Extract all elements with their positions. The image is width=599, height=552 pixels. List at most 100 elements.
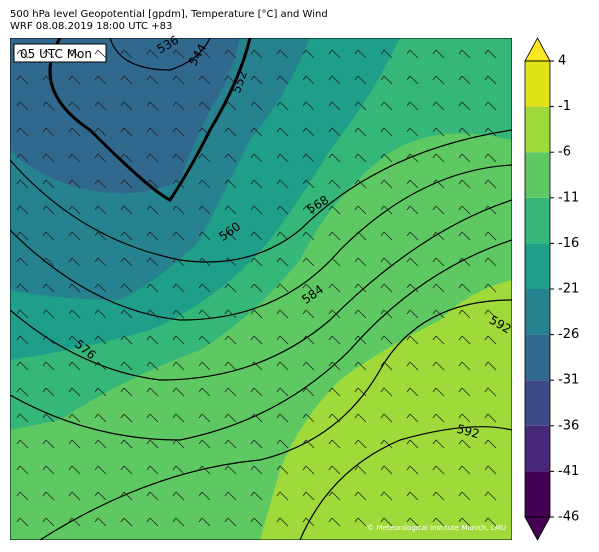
wind-barb [146,465,159,475]
map-field [10,38,512,540]
colorbar-band [525,197,550,244]
wind-barb [406,361,419,371]
wind-barb [250,205,263,215]
wind-barb [42,257,55,267]
wind-barb [16,101,29,111]
wind-barb [198,231,211,241]
wind-barb [250,153,263,163]
wind-barb [354,309,367,319]
wind-barb [250,283,263,293]
wind-barb [94,231,107,241]
wind-barb [380,439,393,449]
wind-barb [250,49,263,59]
wind-barb [354,127,367,137]
wind-barb [406,517,419,527]
wind-barb [68,439,81,449]
wind-barb [42,465,55,475]
wind-barb [146,49,159,59]
wind-barb [354,387,367,397]
wind-barb [94,283,107,293]
wind-barb [68,257,81,267]
wind-barb [146,205,159,215]
wind-barb [224,153,237,163]
wind-barb [120,309,133,319]
wind-barb [406,179,419,189]
wind-barb [94,335,107,345]
wind-barb [276,283,289,293]
wind-barb [250,361,263,371]
colorbar-band [525,425,550,472]
wind-barb [16,309,29,319]
wind-barb [250,413,263,423]
wind-barb [94,101,107,111]
wind-barb [224,309,237,319]
wind-barb [42,309,55,319]
wind-barb [146,361,159,371]
wind-barb [68,517,81,527]
wind-barb [432,361,445,371]
wind-barb [16,231,29,241]
wind-barb [224,231,237,241]
wind-barb [380,257,393,267]
wind-barb [406,231,419,241]
wind-barb [484,491,497,501]
wind-barb [146,179,159,189]
wind-barb [42,49,55,59]
wind-barb [120,335,133,345]
wind-barb [328,49,341,59]
wind-barb [16,465,29,475]
wind-barb [94,309,107,319]
wind-barb [432,153,445,163]
wind-barb [68,49,81,59]
wind-barb [172,179,185,189]
wind-barb [458,439,471,449]
wind-barb [16,387,29,397]
colorbar-band [525,380,550,426]
colorbar-extend-low [524,516,551,541]
wind-barb [484,465,497,475]
wind-barb [276,465,289,475]
wind-barb [328,283,341,293]
wind-barb [458,205,471,215]
wind-barb [354,257,367,267]
wind-barb [380,361,393,371]
wind-barb [484,127,497,137]
wind-barb [250,179,263,189]
wind-barb [42,491,55,501]
wind-barb [224,257,237,267]
wind-barb [432,127,445,137]
wind-barb [172,231,185,241]
wind-barb [42,361,55,371]
wind-barb [458,101,471,111]
wind-barb [458,491,471,501]
wind-barb [328,387,341,397]
wind-barb [328,465,341,475]
wind-barb [302,231,315,241]
wind-barb [328,309,341,319]
wind-barb [16,153,29,163]
wind-barb [302,439,315,449]
wind-barb [172,49,185,59]
wind-barb [68,231,81,241]
wind-barb [250,465,263,475]
wind-barb [380,335,393,345]
wind-barb [42,231,55,241]
wind-barb [172,205,185,215]
wind-barb [354,491,367,501]
wind-barb [68,205,81,215]
wind-barb [302,387,315,397]
wind-barb [224,517,237,527]
wind-barb [458,49,471,59]
wind-barb [328,127,341,137]
wind-barb [380,491,393,501]
wind-barb [354,361,367,371]
wind-barb [354,335,367,345]
wind-barb [354,179,367,189]
wind-barb [16,335,29,345]
wind-barb [16,491,29,501]
wind-barb [198,127,211,137]
wind-barb [172,283,185,293]
wind-barb [146,101,159,111]
wind-barb [380,413,393,423]
wind-barb [380,179,393,189]
